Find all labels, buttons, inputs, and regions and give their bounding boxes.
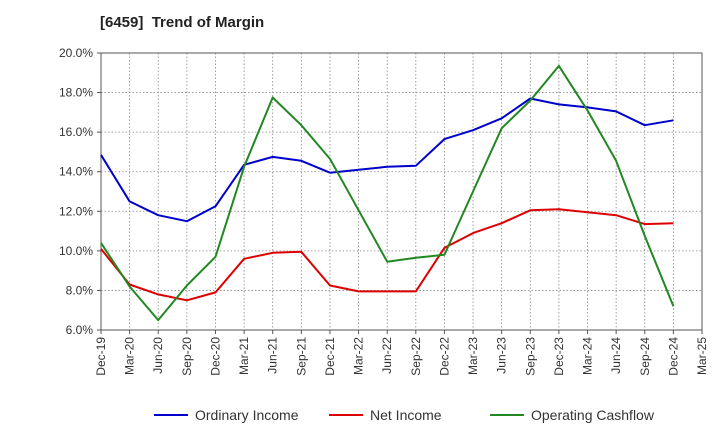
chart-title: [6459] Trend of Margin	[100, 14, 265, 31]
legend-label-net-income: Net Income	[370, 407, 442, 423]
x-tick-label: Dec-24	[666, 337, 680, 376]
y-tick-label: 12.0%	[59, 204, 93, 218]
y-tick-label: 16.0%	[59, 125, 93, 139]
plot-area	[101, 53, 702, 330]
legend-label-operating-cashflow: Operating Cashflow	[531, 407, 655, 423]
x-tick-label: Mar-24	[581, 337, 595, 375]
x-tick-label: Dec-19	[94, 337, 108, 376]
x-tick-label: Mar-21	[237, 337, 251, 375]
x-tick-label: Sep-20	[180, 337, 194, 376]
x-tick-label: Dec-22	[437, 337, 451, 376]
x-tick-label: Jun-24	[609, 337, 623, 374]
series-line-operating-cashflow	[100, 64, 675, 322]
x-tick-label: Dec-23	[552, 337, 566, 376]
y-tick-label: 8.0%	[66, 283, 94, 297]
series-line-net-income	[100, 208, 674, 302]
legend-label-ordinary-income: Ordinary Income	[195, 407, 299, 423]
x-tick-label: Dec-20	[208, 337, 222, 376]
x-tick-label: Sep-22	[409, 337, 423, 376]
y-tick-label: 20.0%	[59, 46, 93, 60]
x-tick-label: Jun-21	[266, 337, 280, 374]
x-tick-label: Mar-25	[695, 337, 709, 375]
x-tick-label: Sep-21	[294, 337, 308, 376]
y-tick-label: 14.0%	[59, 165, 93, 179]
x-tick-label: Mar-20	[123, 337, 137, 375]
x-tick-label: Dec-21	[323, 337, 337, 376]
x-tick-label: Jun-22	[380, 337, 394, 374]
y-tick-label: 10.0%	[59, 244, 93, 258]
series-line-ordinary-income	[100, 97, 674, 223]
x-tick-label: Mar-22	[352, 337, 366, 375]
x-tick-label: Mar-23	[466, 337, 480, 375]
plot-border	[100, 52, 703, 331]
x-tick-label: Sep-23	[523, 337, 537, 376]
y-tick-label: 6.0%	[66, 323, 94, 337]
x-tick-label: Jun-20	[151, 337, 165, 374]
x-tick-label: Sep-24	[638, 337, 652, 376]
x-tick-label: Jun-23	[495, 337, 509, 374]
y-tick-label: 18.0%	[59, 86, 93, 100]
